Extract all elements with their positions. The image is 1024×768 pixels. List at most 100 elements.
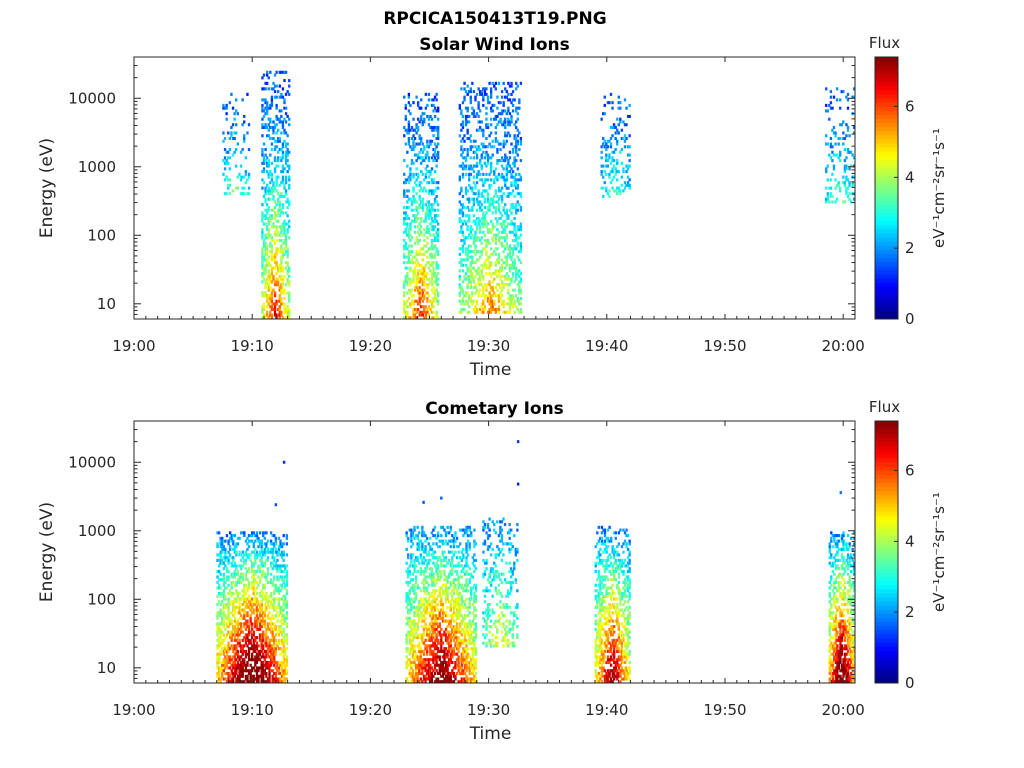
heatmap-cell <box>255 616 259 620</box>
heatmap-cell <box>622 170 625 174</box>
heatmap-cell <box>278 139 281 143</box>
heatmap-cell <box>243 649 246 653</box>
heatmap-cell <box>433 605 437 609</box>
heatmap-cell <box>471 261 474 265</box>
heatmap-cell <box>477 236 480 240</box>
heatmap-cell <box>423 288 426 292</box>
heatmap-cell <box>504 236 507 240</box>
heatmap-cell <box>280 109 283 113</box>
heatmap-cell <box>469 272 472 276</box>
heatmap-cell <box>430 671 434 676</box>
heatmap-cell <box>500 263 504 267</box>
heatmap-cell <box>420 156 423 160</box>
heatmap-cell <box>480 216 483 221</box>
heatmap-cell <box>413 567 416 571</box>
heatmap-cell <box>217 611 221 615</box>
heatmap-cell <box>283 167 286 171</box>
heatmap-cell <box>280 550 284 554</box>
heatmap-cell <box>280 630 284 634</box>
heatmap-cell <box>244 561 248 565</box>
heatmap-cell <box>483 92 487 96</box>
heatmap-cell <box>266 569 270 573</box>
heatmap-cell <box>224 564 227 568</box>
heatmap-cell <box>851 95 854 99</box>
heatmap-cell <box>252 542 255 546</box>
heatmap-cell <box>483 261 487 265</box>
heatmap-cell <box>423 269 426 273</box>
heatmap-cell <box>273 216 277 221</box>
heatmap-cell <box>843 167 847 171</box>
heatmap-cell <box>281 283 285 287</box>
heatmap-cell <box>262 591 265 596</box>
heatmap-cell <box>412 316 415 320</box>
heatmap-cell <box>249 616 252 620</box>
heatmap-cell <box>513 136 516 141</box>
heatmap-cell <box>477 120 480 124</box>
heatmap-cell <box>227 550 230 554</box>
heatmap-cell <box>284 192 288 196</box>
heatmap-cell <box>222 539 226 543</box>
heatmap-cell <box>491 307 494 312</box>
heatmap-cell <box>271 614 274 618</box>
heatmap-cell <box>418 666 421 670</box>
heatmap-cell <box>511 175 515 179</box>
heatmap-cell <box>269 120 272 124</box>
heatmap-cell <box>469 236 472 240</box>
heatmap-cell <box>262 87 266 91</box>
heatmap-cell <box>269 192 272 196</box>
heatmap-cell <box>286 205 289 209</box>
heatmap-cell <box>489 109 493 113</box>
heatmap-cell <box>421 660 424 664</box>
heatmap-cell <box>508 307 512 312</box>
heatmap-cell <box>216 663 219 667</box>
heatmap-cell <box>519 227 523 232</box>
heatmap-cell <box>430 203 434 207</box>
heatmap-cell <box>429 649 432 653</box>
heatmap-cell <box>265 189 269 193</box>
heatmap-cell <box>480 294 483 298</box>
heatmap-cell <box>249 638 252 642</box>
heatmap-cell <box>429 630 432 634</box>
heatmap-cell <box>436 680 440 684</box>
heatmap-cell <box>474 183 477 187</box>
heatmap-cell <box>264 148 267 152</box>
heatmap-cell <box>511 302 515 306</box>
heatmap-cell <box>625 123 628 127</box>
heatmap-cell <box>270 101 274 105</box>
heatmap-cell <box>228 666 232 670</box>
heatmap-cell <box>829 145 833 149</box>
heatmap-cell <box>227 608 230 612</box>
heatmap-cell <box>272 239 275 243</box>
heatmap-cell <box>230 669 233 673</box>
heatmap-cell <box>278 269 281 273</box>
heatmap-cell <box>416 586 419 590</box>
heatmap-cell <box>286 227 289 232</box>
heatmap-cell <box>499 291 502 295</box>
heatmap-cell <box>496 269 499 273</box>
heatmap-cell <box>835 87 839 91</box>
heatmap-cell <box>241 638 244 642</box>
heatmap-cell <box>406 274 409 278</box>
heatmap-cell <box>216 647 219 651</box>
heatmap-cell <box>270 288 274 292</box>
heatmap-cell <box>410 674 413 678</box>
heatmap-cell <box>437 117 440 121</box>
heatmap-cell <box>247 605 251 609</box>
heatmap-cell <box>494 236 498 240</box>
heatmap-cell <box>410 671 413 676</box>
heatmap-cell <box>511 305 515 309</box>
heatmap-cell <box>247 192 251 196</box>
heatmap-cell <box>260 608 263 612</box>
heatmap-cell <box>483 145 487 149</box>
heatmap-cell <box>504 153 507 157</box>
heatmap-cell <box>254 539 257 543</box>
heatmap-cell <box>280 247 283 251</box>
heatmap-cell <box>230 630 233 634</box>
heatmap-cell <box>602 142 605 146</box>
heatmap-cell <box>427 205 431 209</box>
heatmap-cell <box>268 627 271 631</box>
heatmap-cell <box>265 608 268 612</box>
heatmap-cell <box>241 603 244 607</box>
heatmap-cell <box>504 283 507 287</box>
heatmap-cell <box>513 164 516 168</box>
